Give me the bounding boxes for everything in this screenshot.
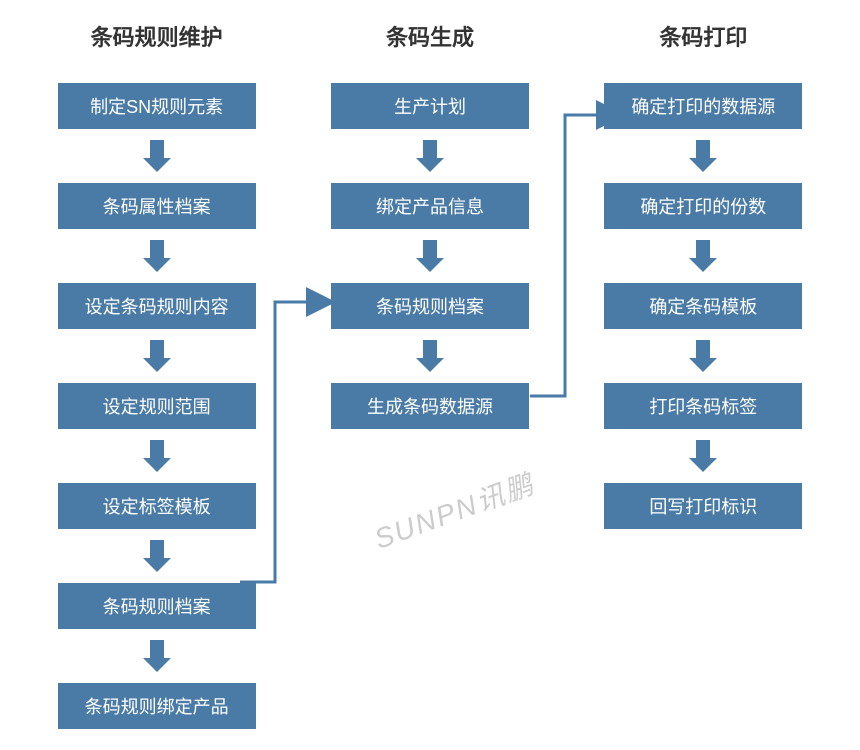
col1-box5: 设定标签模板	[57, 482, 257, 530]
column-2: 条码生成 生产计划 绑定产品信息 条码规则档案 生成条码数据源	[313, 20, 546, 730]
arrow-down-icon	[416, 240, 444, 272]
column-1-title: 条码规则维护	[91, 20, 223, 52]
arrow-down-icon	[143, 140, 171, 172]
column-2-title: 条码生成	[386, 20, 474, 52]
col3-box5: 回写打印标识	[603, 482, 803, 530]
col2-box1: 生产计划	[330, 82, 530, 130]
flowchart-container: 条码规则维护 制定SN规则元素 条码属性档案 设定条码规则内容 设定规则范围 设…	[0, 0, 860, 750]
col1-box4: 设定规则范围	[57, 382, 257, 430]
col1-box6: 条码规则档案	[57, 582, 257, 630]
arrow-down-icon	[143, 440, 171, 472]
col3-box4: 打印条码标签	[603, 382, 803, 430]
col1-box7: 条码规则绑定产品	[57, 682, 257, 730]
col3-box1: 确定打印的数据源	[603, 82, 803, 130]
arrow-down-icon	[416, 340, 444, 372]
arrow-down-icon	[416, 140, 444, 172]
arrow-down-icon	[689, 440, 717, 472]
col2-box3: 条码规则档案	[330, 282, 530, 330]
arrow-down-icon	[143, 240, 171, 272]
col3-box3: 确定条码模板	[603, 282, 803, 330]
arrow-down-icon	[143, 340, 171, 372]
column-3: 条码打印 确定打印的数据源 确定打印的份数 确定条码模板 打印条码标签 回写打印…	[587, 20, 820, 730]
arrow-down-icon	[143, 640, 171, 672]
column-1: 条码规则维护 制定SN规则元素 条码属性档案 设定条码规则内容 设定规则范围 设…	[40, 20, 273, 730]
arrow-down-icon	[689, 240, 717, 272]
col2-box2: 绑定产品信息	[330, 182, 530, 230]
col1-box3: 设定条码规则内容	[57, 282, 257, 330]
arrow-down-icon	[143, 540, 171, 572]
col1-box1: 制定SN规则元素	[57, 82, 257, 130]
col3-box2: 确定打印的份数	[603, 182, 803, 230]
col2-box4: 生成条码数据源	[330, 382, 530, 430]
arrow-down-icon	[689, 340, 717, 372]
column-3-title: 条码打印	[659, 20, 747, 52]
col1-box2: 条码属性档案	[57, 182, 257, 230]
arrow-down-icon	[689, 140, 717, 172]
